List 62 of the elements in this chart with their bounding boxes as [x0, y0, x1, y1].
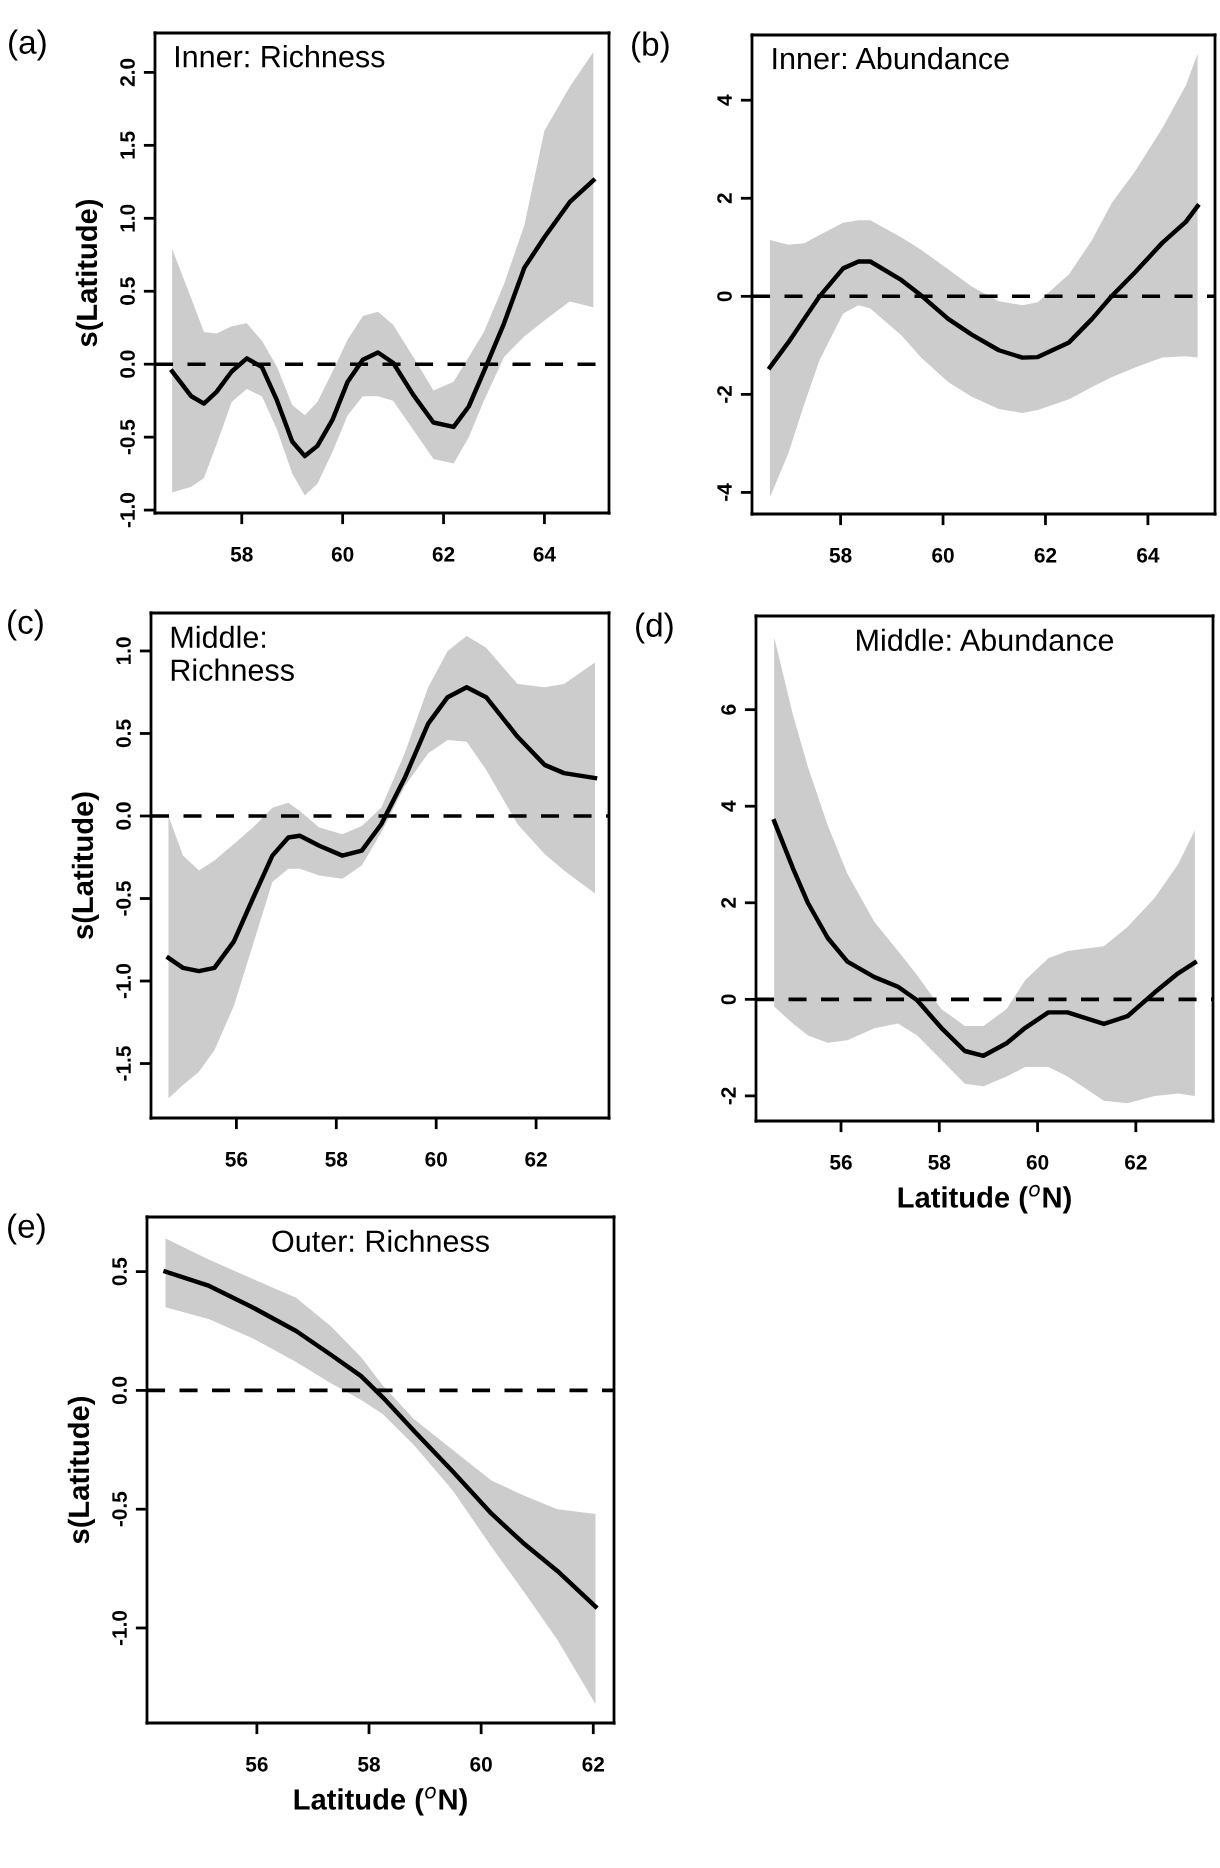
- y-tick-label: 0.5: [112, 1257, 127, 1286]
- y-tick-label: -2: [721, 1087, 736, 1105]
- y-tick-label: 1.0: [120, 204, 135, 232]
- text: (c): [8, 609, 43, 641]
- y-tick-label: 1.5: [120, 131, 135, 159]
- x-tick-label: 64: [533, 546, 556, 562]
- y-axis-title: s(Latitude): [75, 199, 103, 347]
- x-tick-label: 60: [331, 546, 354, 562]
- y-tick-label: -0.5: [116, 881, 131, 916]
- y-tick-label: -1.0: [112, 1610, 127, 1646]
- y-tick-label: 2.0: [120, 58, 135, 87]
- y-tick-label: 2: [721, 897, 736, 908]
- x-tick-label: 56: [225, 1151, 248, 1167]
- y-tick-label: 0.5: [116, 719, 131, 748]
- x-tick-label: 60: [932, 547, 954, 563]
- y-axis-title: s(Latitude): [71, 792, 99, 939]
- y-tick-label: -1.0: [116, 963, 131, 999]
- y-tick-label: -0.5: [120, 419, 135, 455]
- x-tick-label: 58: [829, 547, 852, 563]
- x-tick-label: 58: [325, 1151, 348, 1167]
- x-tick-label: 58: [230, 546, 253, 562]
- text: (d): [636, 612, 673, 644]
- x-tick-label: 60: [470, 1756, 492, 1772]
- y-tick-label: 4: [717, 94, 732, 106]
- x-tick-label: 58: [928, 1154, 951, 1170]
- y-tick-label: 4: [721, 800, 736, 812]
- x-tick-label: 60: [425, 1151, 447, 1167]
- y-tick-label: 2: [717, 193, 732, 204]
- y-tick-label: -4: [717, 483, 732, 501]
- y-tick-label: -1.0: [120, 492, 135, 528]
- y-tick-label: -0.5: [112, 1491, 127, 1527]
- x-tick-label: 62: [432, 546, 455, 562]
- y-tick-label: 0: [721, 994, 736, 1005]
- chart-title: Outer: Richness: [272, 1229, 489, 1253]
- x-axis-title: Latitude ($^{o}$N): [294, 1786, 467, 1816]
- y-tick-label: -2: [717, 385, 732, 403]
- x-tick-label: 58: [358, 1756, 380, 1772]
- x-tick-label: 64: [1137, 547, 1160, 563]
- x-tick-label: 56: [830, 1154, 852, 1170]
- chart-title: Inner: Richness: [175, 45, 385, 68]
- y-tick-label: 0.5: [120, 277, 135, 305]
- text: (a): [9, 29, 46, 61]
- x-tick-label: 62: [1125, 1154, 1147, 1170]
- x-tick-label: 60: [1026, 1154, 1049, 1170]
- text: Middle: Richness: [171, 625, 294, 681]
- y-tick-label: 0.0: [120, 350, 135, 378]
- x-tick-label: 62: [582, 1756, 605, 1772]
- y-axis-title: s(Latitude): [67, 1396, 95, 1544]
- y-tick-label: 6: [721, 704, 736, 715]
- x-axis-title: Latitude ($^{o}$N): [898, 1184, 1071, 1214]
- x-tick-label: 62: [525, 1151, 547, 1167]
- x-tick-label: 56: [245, 1756, 268, 1772]
- y-tick-label: 0.0: [112, 1376, 127, 1405]
- y-tick-label: -1.5: [116, 1046, 131, 1081]
- chart-title: Middle: Abundance: [857, 628, 1114, 652]
- text: (b): [632, 31, 669, 63]
- y-tick-label: 1.0: [116, 637, 131, 665]
- y-tick-label: 0: [717, 291, 732, 302]
- y-tick-label: 0.0: [116, 802, 131, 830]
- x-tick-label: 62: [1034, 547, 1057, 563]
- text: (e): [8, 1213, 45, 1245]
- chart-title: Inner: Abundance: [773, 46, 1009, 70]
